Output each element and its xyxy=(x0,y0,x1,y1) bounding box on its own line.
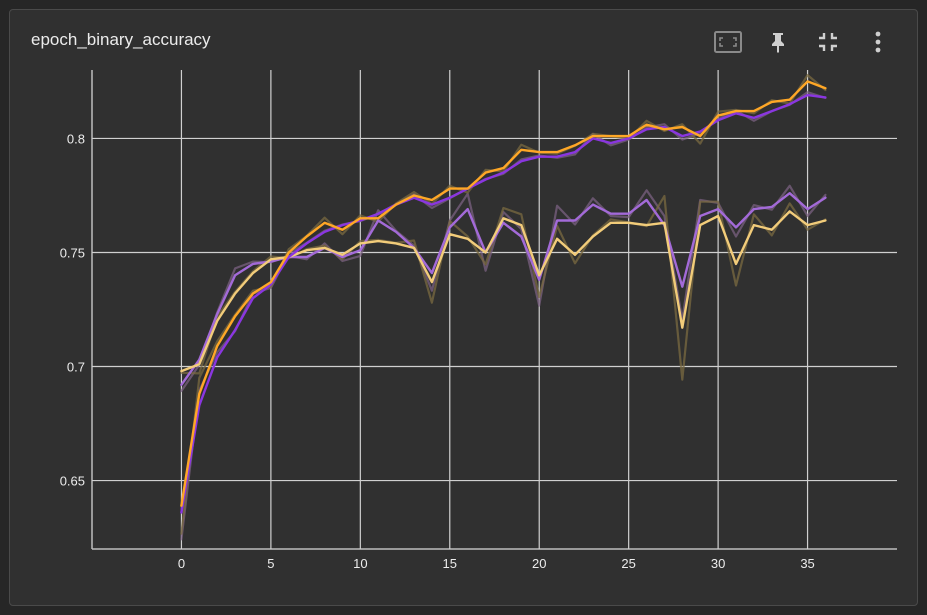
axis-ticks: 0 5 10 15 20 25 30 35 0.65 0.7 0.75 0.8 xyxy=(60,131,815,571)
series-raw-line xyxy=(180,91,827,541)
series-line-upper-orange xyxy=(180,80,827,507)
x-tick-label: 5 xyxy=(267,556,274,571)
x-tick-label: 20 xyxy=(532,556,546,571)
grid xyxy=(91,70,897,550)
y-tick-label: 0.8 xyxy=(67,131,85,146)
fit-domain-icon xyxy=(714,31,742,53)
collapse-icon xyxy=(819,33,837,51)
x-tick-label: 25 xyxy=(621,556,635,571)
more-options-button[interactable] xyxy=(853,28,903,56)
fit-domain-button[interactable] xyxy=(703,28,753,56)
chart-card: epoch_binary_accuracy xyxy=(9,9,918,606)
series-lines xyxy=(180,73,827,541)
series-raw-line xyxy=(180,73,827,535)
more-vert-icon xyxy=(875,31,881,53)
x-tick-label: 10 xyxy=(353,556,367,571)
x-tick-label: 0 xyxy=(178,556,185,571)
x-tick-label: 30 xyxy=(711,556,725,571)
x-tick-label: 35 xyxy=(800,556,814,571)
chart-title: epoch_binary_accuracy xyxy=(31,30,211,49)
series-line-lower-yellow xyxy=(180,210,827,373)
pin-icon xyxy=(772,33,784,53)
collapse-button[interactable] xyxy=(803,28,853,56)
pin-button[interactable] xyxy=(753,28,803,56)
chart-toolbar xyxy=(703,28,903,56)
y-tick-label: 0.75 xyxy=(60,245,85,260)
y-tick-label: 0.7 xyxy=(67,360,85,375)
x-tick-label: 15 xyxy=(443,556,457,571)
series-raw-line xyxy=(180,184,827,393)
series-line-upper-purple xyxy=(180,93,827,514)
y-tick-label: 0.65 xyxy=(60,474,85,489)
